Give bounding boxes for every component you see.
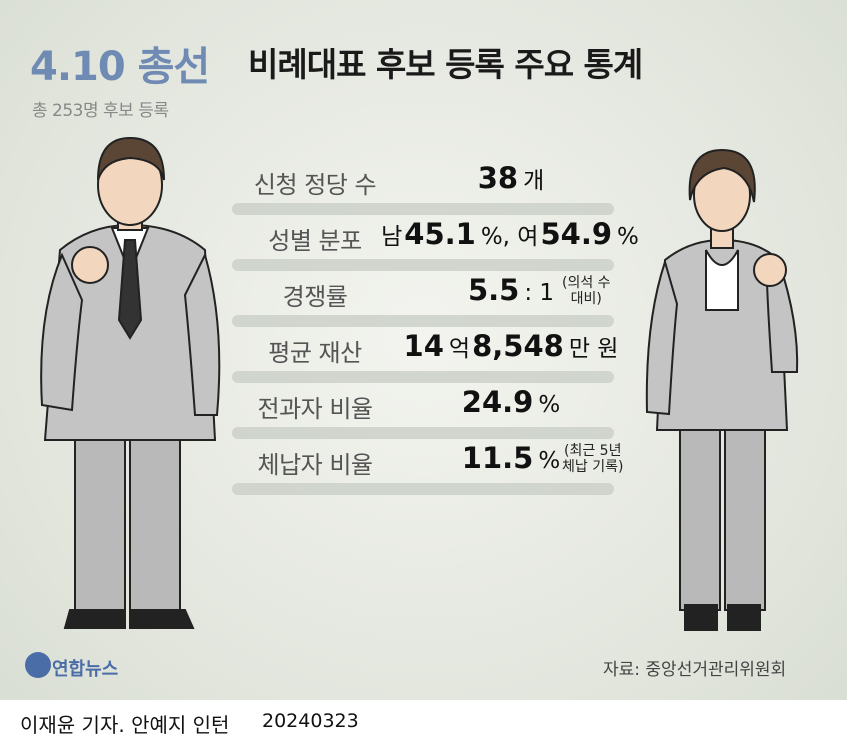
value-part: % [538,392,561,418]
value-part: %, 여 [480,224,539,250]
stat-label: 평균 재산 [268,339,362,367]
logo-mark [25,652,51,678]
stat-value: 14 억8,548 만 원 [380,329,640,363]
stat-label: 경쟁률 [282,283,348,311]
credit: 이재윤 기자. 안예지 인턴 [20,713,230,737]
value-part: 24.9 [461,385,534,419]
value-part: 억 [448,336,471,362]
note-line: (의석 수 [562,275,611,291]
stat-note: (의석 수 대비) [562,275,611,307]
separator [232,259,614,271]
stat-label: 체납자 비율 [257,451,373,479]
stat-label: 전과자 비율 [257,395,373,423]
value-part: 개 [523,168,545,194]
stat-value: 5.5: 1 [380,273,640,307]
male-figure [40,136,221,629]
value-part: 11.5 [461,441,534,475]
value-part: : 1 [524,280,555,306]
title-highlight: 4.10 총선 [30,44,210,90]
separator [232,203,614,215]
value-part: 만 원 [568,336,619,362]
value-part: % [538,448,561,474]
value-part: 45.1 [404,217,476,251]
stat-note: (최근 5년 체납 기록) [562,443,623,475]
stat-value: 24.9% [380,385,640,419]
separator [232,315,614,327]
value-part: % [617,224,639,250]
stat-label: 성별 분포 [268,227,362,255]
stat-value: 11.5% [380,441,640,475]
value-part: 54.9 [540,217,613,251]
stat-value: 38 개 [380,161,640,195]
female-figure [645,148,799,631]
note-line: 체납 기록) [562,459,624,475]
title: 비례대표 후보 등록 주요 통계 [248,45,643,84]
stat-label: 신청 정당 수 [253,171,377,199]
value-part: 38 [477,161,519,195]
source: 자료: 중앙선거관리위원회 [603,660,787,680]
value-part: 5.5 [467,273,520,307]
date: 20240323 [262,710,359,732]
note-line: 대비) [570,291,602,307]
note-line: (최근 5년 [563,443,622,459]
separator [232,483,614,495]
logo: 연합뉴스 [52,659,119,680]
separator [232,427,614,439]
subtitle: 총 253명 후보 등록 [32,101,169,121]
footer-strip [0,700,847,742]
value-part: 8,548 [472,329,564,363]
separator [232,371,614,383]
stat-value: 남45.1%, 여54.9% [380,217,640,251]
value-part: 14 [403,329,444,363]
value-part: 남 [381,224,403,250]
